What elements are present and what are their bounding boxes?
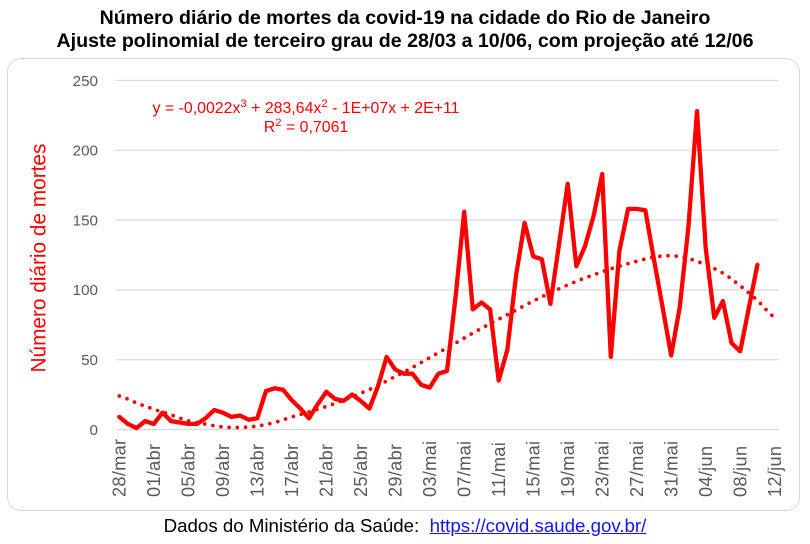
svg-text:23/mai: 23/mai	[593, 441, 613, 497]
svg-text:08/jun: 08/jun	[731, 446, 751, 497]
svg-text:19/mai: 19/mai	[558, 441, 578, 497]
svg-text:250: 250	[73, 73, 98, 90]
svg-text:07/mai: 07/mai	[455, 441, 475, 497]
svg-text:17/abr: 17/abr	[282, 444, 302, 497]
svg-text:05/abr: 05/abr	[179, 444, 199, 497]
svg-text:150: 150	[73, 212, 98, 229]
svg-text:09/abr: 09/abr	[213, 444, 233, 497]
svg-text:50: 50	[81, 352, 98, 369]
svg-text:100: 100	[73, 282, 98, 299]
svg-text:15/mai: 15/mai	[524, 441, 544, 497]
svg-text:04/jun: 04/jun	[696, 446, 716, 497]
svg-text:200: 200	[73, 143, 98, 160]
svg-text:0: 0	[90, 422, 98, 439]
svg-text:12/jun: 12/jun	[765, 446, 785, 497]
svg-text:03/mai: 03/mai	[420, 441, 440, 497]
svg-text:11/mai: 11/mai	[489, 442, 509, 497]
svg-text:21/abr: 21/abr	[317, 444, 337, 497]
svg-text:13/abr: 13/abr	[248, 444, 268, 497]
svg-text:28/mar: 28/mar	[110, 439, 130, 497]
svg-text:27/mai: 27/mai	[627, 441, 647, 497]
svg-text:25/abr: 25/abr	[351, 444, 371, 497]
svg-text:01/abr: 01/abr	[144, 444, 164, 497]
svg-text:31/mai: 31/mai	[662, 441, 682, 497]
svg-text:29/abr: 29/abr	[386, 444, 406, 497]
